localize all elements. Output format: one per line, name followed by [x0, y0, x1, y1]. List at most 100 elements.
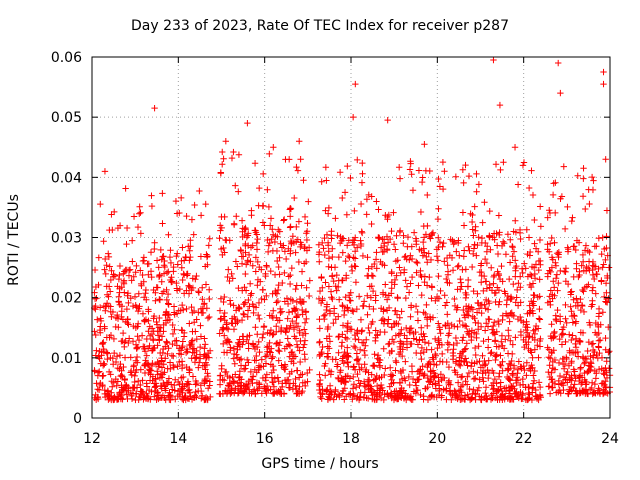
data-point: [204, 252, 211, 260]
data-point: [220, 377, 228, 384]
data-point: [387, 364, 394, 371]
data-point: [433, 293, 441, 301]
data-point: [491, 236, 498, 243]
data-point: [568, 217, 575, 225]
data-point: [299, 387, 306, 395]
data-point: [202, 200, 209, 208]
data-point: [464, 373, 471, 380]
data-point: [479, 219, 486, 226]
data-point: [145, 317, 152, 324]
data-point: [239, 287, 246, 294]
data-point: [203, 305, 211, 312]
data-point: [108, 313, 115, 320]
data-point: [303, 284, 310, 291]
data-point: [598, 278, 605, 285]
data-point: [497, 362, 505, 369]
data-point: [227, 300, 234, 308]
data-point: [186, 369, 193, 376]
data-point: [371, 351, 378, 358]
data-point: [297, 371, 304, 378]
data-point: [242, 270, 249, 278]
data-point: [188, 286, 195, 294]
data-point: [353, 244, 361, 251]
data-point: [96, 304, 104, 311]
data-point: [316, 371, 323, 378]
data-point: [178, 386, 185, 394]
data-point: [260, 323, 268, 330]
data-point: [454, 304, 461, 311]
data-point: [488, 264, 495, 271]
data-point: [585, 258, 593, 265]
data-point: [464, 306, 472, 314]
data-point: [591, 275, 598, 283]
data-point: [408, 255, 416, 263]
data-point: [534, 248, 542, 255]
data-point: [430, 360, 438, 368]
data-point: [489, 329, 497, 337]
data-point: [442, 322, 449, 330]
data-point: [236, 373, 243, 381]
data-point: [516, 226, 524, 234]
data-point: [109, 273, 117, 280]
data-point: [257, 278, 264, 285]
data-point: [237, 355, 245, 363]
data-point: [218, 213, 225, 221]
data-point: [244, 307, 252, 314]
data-point: [589, 346, 597, 354]
data-point: [566, 376, 574, 383]
data-point: [436, 238, 444, 246]
data-point: [292, 335, 300, 342]
data-point: [140, 254, 148, 261]
data-point: [292, 249, 299, 256]
data-point: [487, 350, 494, 357]
data-point: [548, 264, 556, 271]
data-point: [344, 344, 351, 351]
data-point: [545, 346, 553, 353]
data-point: [595, 366, 603, 373]
data-point: [536, 236, 544, 244]
data-point: [335, 253, 343, 261]
data-point: [570, 243, 578, 250]
data-point: [158, 357, 165, 364]
data-point: [158, 278, 165, 286]
data-point: [512, 267, 519, 274]
data-point: [473, 252, 480, 259]
x-tick-label: 12: [83, 431, 101, 447]
data-point: [590, 352, 597, 359]
data-point: [292, 375, 299, 383]
data-point: [490, 369, 497, 377]
data-point: [253, 246, 261, 253]
data-point: [202, 341, 209, 348]
data-point: [426, 273, 433, 281]
data-point: [105, 250, 112, 257]
data-point: [286, 206, 294, 213]
data-point: [174, 261, 181, 268]
data-point: [435, 272, 442, 280]
data-point: [151, 239, 158, 246]
data-point: [318, 350, 325, 357]
data-point: [418, 178, 426, 186]
data-point: [339, 322, 347, 329]
data-point: [322, 372, 329, 379]
data-point: [278, 244, 286, 251]
data-point: [339, 331, 346, 338]
data-point: [264, 329, 271, 336]
data-point: [342, 257, 349, 265]
data-point: [134, 343, 141, 351]
data-point: [458, 283, 465, 290]
data-point: [594, 321, 602, 328]
data-point: [295, 374, 303, 381]
data-point: [496, 361, 504, 368]
data-point: [155, 363, 162, 370]
data-point: [335, 333, 343, 340]
y-tick-label: 0.03: [51, 231, 82, 247]
data-point: [548, 234, 555, 242]
data-point: [605, 295, 612, 302]
data-point: [274, 317, 282, 324]
data-point: [244, 119, 251, 127]
data-point: [514, 181, 522, 188]
data-point: [419, 363, 426, 370]
data-point: [103, 300, 111, 307]
data-point: [484, 344, 492, 351]
